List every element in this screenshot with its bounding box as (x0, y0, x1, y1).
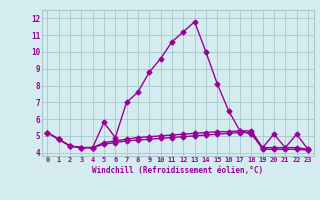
X-axis label: Windchill (Refroidissement éolien,°C): Windchill (Refroidissement éolien,°C) (92, 166, 263, 175)
